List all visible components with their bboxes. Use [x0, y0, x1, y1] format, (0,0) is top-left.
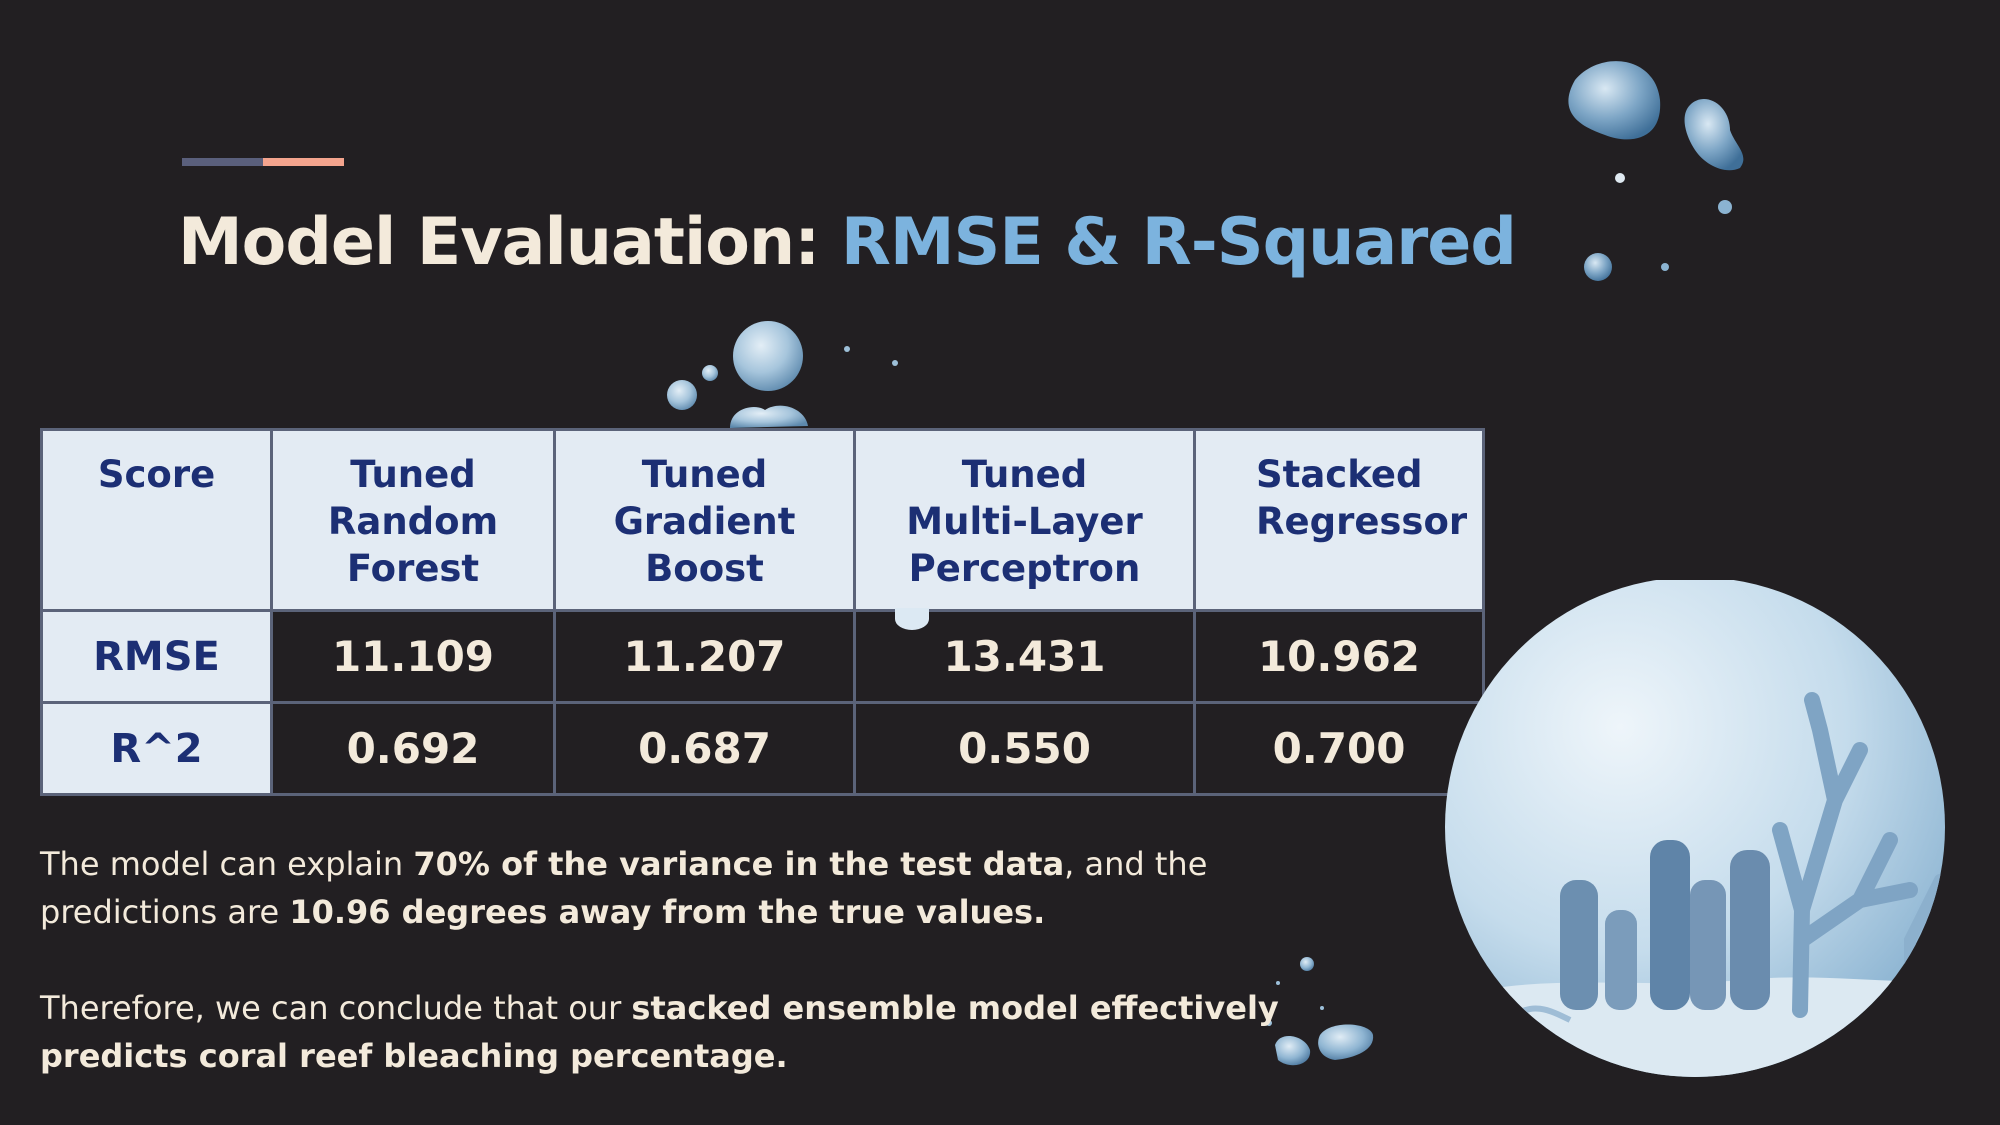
- row-label-r-squared: R^2: [40, 701, 273, 796]
- water-droplet-icon: [895, 608, 929, 630]
- table-row: R^2 0.692 0.687 0.550 0.700: [40, 701, 1485, 796]
- title-highlight: RMSE & R-Squared: [840, 205, 1517, 280]
- conclusion-emphasis: stacked ensemble model effectively predi…: [40, 989, 1279, 1075]
- table-cell: 10.962: [1193, 609, 1485, 704]
- table-cell: 0.692: [270, 701, 556, 796]
- summary-paragraph: The model can explain 70% of the varianc…: [40, 840, 1340, 936]
- water-droplet-icon: [1568, 61, 1744, 281]
- table-header-row: Score Tuned Random Forest Tuned Gradient…: [40, 428, 1485, 612]
- table-row: RMSE 11.109 11.207 13.431 10.962: [40, 609, 1485, 704]
- summary-emphasis: 10.96 degrees away from the true values.: [289, 893, 1046, 931]
- table-header-cell: Tuned Multi-Layer Perceptron: [853, 428, 1196, 612]
- model-scores-table: Score Tuned Random Forest Tuned Gradient…: [40, 428, 1485, 796]
- conclusion-paragraph: Therefore, we can conclude that our stac…: [40, 984, 1280, 1080]
- summary-text: The model can explain: [40, 845, 414, 883]
- table-cell: 11.207: [553, 609, 856, 704]
- coral-reef-bubble-illustration: [1445, 580, 1945, 1077]
- table-header-cell: Tuned Random Forest: [270, 428, 556, 612]
- summary-text: , and the predictions are: [40, 845, 1208, 931]
- table-cell: 0.700: [1193, 701, 1485, 796]
- table-cell: 11.109: [270, 609, 556, 704]
- title-main: Model Evaluation:: [178, 205, 841, 280]
- accent-segment-slate: [182, 158, 263, 166]
- accent-segment-peach: [263, 158, 344, 166]
- table-header-cell: Tuned Gradient Boost: [553, 428, 856, 612]
- page-title: Model Evaluation: RMSE & R-Squared: [178, 205, 1517, 280]
- table-cell: 0.550: [853, 701, 1196, 796]
- water-droplet-icon: [1266, 957, 1374, 1066]
- conclusion-text: Therefore, we can conclude that our: [40, 989, 632, 1027]
- table-header-cell: Stacked Regressor: [1193, 428, 1485, 612]
- water-droplet-icon: [667, 321, 898, 428]
- summary-emphasis: 70% of the variance in the test data: [413, 845, 1065, 883]
- table-header-cell: Score: [40, 428, 273, 612]
- title-accent-bar: [182, 158, 344, 166]
- table-cell: 0.687: [553, 701, 856, 796]
- row-label-rmse: RMSE: [40, 609, 273, 704]
